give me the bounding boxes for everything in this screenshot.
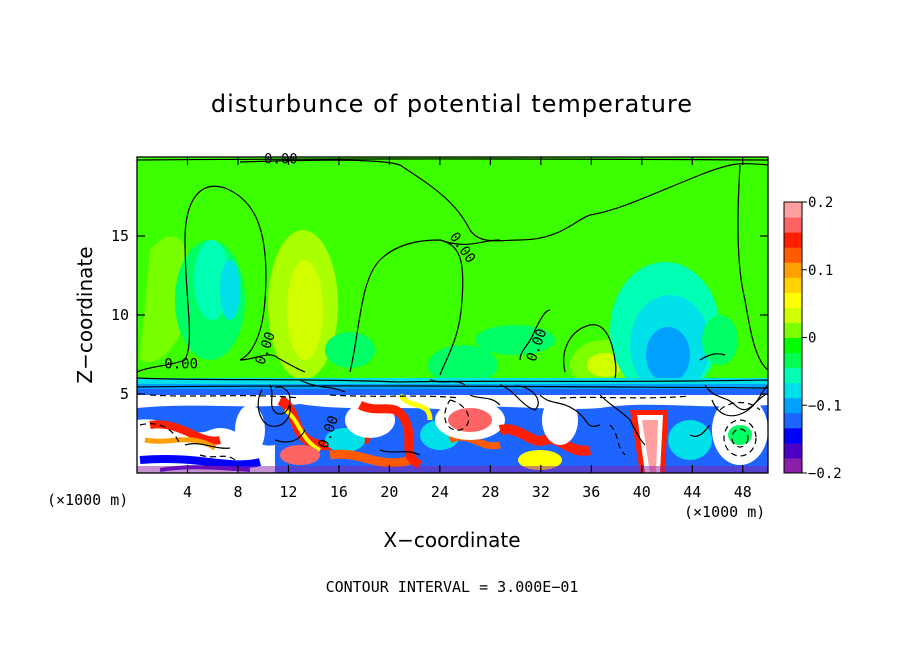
colorbar-swatch [784, 307, 802, 323]
x-tick-label: 44 [683, 483, 701, 501]
x-tick-label: 12 [279, 483, 297, 501]
x-tick-label: 36 [582, 483, 600, 501]
colorbar-swatch [784, 442, 802, 459]
colorbar-swatch [784, 337, 802, 354]
y-axis-label: Z−coordinate [73, 246, 97, 383]
y-axis: 5 10 15 [111, 227, 768, 403]
colorbar-swatch [784, 247, 802, 263]
colorbar-swatch [784, 292, 802, 308]
upper-anomalies [137, 230, 768, 398]
colorbar-swatch [784, 202, 802, 218]
y-tick-label: 10 [111, 306, 129, 324]
x-tick-label: 4 [183, 483, 192, 501]
colorbar-swatch [784, 412, 802, 429]
colorbar-tick-label: −0.2 [808, 466, 842, 482]
colorbar-tick-label: −0.1 [808, 398, 842, 414]
x-tick-label: 40 [633, 483, 651, 501]
colorbar-swatch [784, 217, 802, 233]
colorbar-swatch [784, 457, 802, 474]
contour-interval-footer: CONTOUR INTERVAL = 3.000E−01 [326, 578, 579, 596]
x-tick-label: 48 [734, 483, 752, 501]
x-axis: 4 8 12 16 20 24 28 32 36 40 44 48 [183, 157, 752, 501]
contour-label: 0.00 [164, 357, 198, 373]
plot-area [137, 157, 768, 473]
colorbar-swatch [784, 397, 802, 414]
colorbar [783, 201, 803, 474]
x-axis-unit-right: (×1000 m) [684, 503, 765, 521]
contour-label: 0.00 [264, 151, 298, 167]
colorbar-tick-label: 0.2 [808, 195, 833, 211]
chart-title: disturbunce of potential temperature [211, 90, 693, 118]
contour-lines [137, 158, 768, 456]
colorbar-swatch [784, 262, 802, 278]
dashed-contour-lines [139, 394, 761, 461]
colorbar-swatch [784, 382, 802, 399]
colorbar-swatch [784, 352, 802, 369]
x-tick-label: 24 [431, 483, 449, 501]
colorbar-swatch [784, 427, 802, 444]
x-tick-label: 8 [233, 483, 242, 501]
lower-turbulent-layer [137, 389, 768, 473]
colorbar-swatch [784, 232, 802, 248]
colorbar-tick-label: 0.1 [808, 263, 833, 279]
colorbar-labels: 0.2 0.1 0 −0.1 −0.2 [802, 195, 842, 482]
y-tick-label: 15 [111, 227, 129, 245]
colorbar-swatch [784, 367, 802, 384]
x-tick-label: 16 [330, 483, 348, 501]
x-tick-label: 28 [481, 483, 499, 501]
x-tick-label: 32 [532, 483, 550, 501]
colorbar-swatch [784, 277, 802, 293]
x-tick-label: 20 [380, 483, 398, 501]
x-axis-unit-left: (×1000 m) [47, 491, 128, 509]
colorbar-tick-label: 0 [808, 331, 816, 347]
x-axis-label: X−coordinate [383, 528, 520, 552]
colorbar-swatch [784, 322, 802, 338]
y-tick-label: 5 [120, 385, 129, 403]
